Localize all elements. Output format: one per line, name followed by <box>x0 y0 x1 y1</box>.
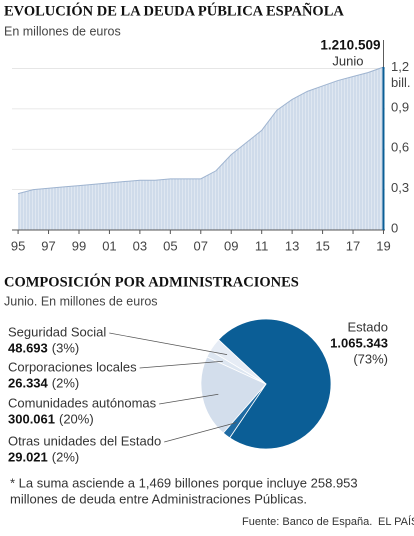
x-tick-label: 13 <box>285 238 299 253</box>
slice-label: Seguridad Social <box>8 324 106 339</box>
area-edge <box>17 66 384 195</box>
area-texture <box>18 67 384 230</box>
value-label: 26.334 <box>8 375 49 390</box>
x-tick-label: 11 <box>255 238 269 253</box>
source: Fuente: Banco de España. <box>242 516 372 528</box>
annotation-note: Junio <box>332 53 363 68</box>
chart-title: COMPOSICIÓN POR ADMINISTRACIONES <box>4 273 299 290</box>
percent-label: (20%) <box>59 411 94 426</box>
pie-slice <box>217 318 332 450</box>
value-label: 29.021 <box>8 449 48 464</box>
chart-subtitle: En millones de euros <box>4 24 121 38</box>
leader-line <box>139 360 223 369</box>
x-tick-label: 17 <box>346 238 360 253</box>
leader-line <box>164 422 237 443</box>
x-tick-label: 01 <box>102 238 116 253</box>
chart-subtitle: Junio. En millones de euros <box>4 294 158 308</box>
pie-slice <box>200 356 267 434</box>
footnote: * La suma asciende a 1,469 billones porq… <box>10 475 358 490</box>
x-tick-label: 19 <box>376 238 390 253</box>
credit: EL PAÍS <box>378 515 414 528</box>
x-tick-label: 97 <box>41 238 55 253</box>
percent-label: (2%) <box>52 449 79 464</box>
x-tick-label: 05 <box>163 238 177 253</box>
y-tick-label: 0,6 <box>391 140 409 155</box>
percent-label: (3%) <box>52 340 79 355</box>
x-tick-label: 99 <box>72 238 86 253</box>
leader-line <box>109 332 228 355</box>
slice-label: Otras unidades del Estado <box>8 433 161 448</box>
leader-line <box>159 393 219 405</box>
pie-slice <box>209 339 267 385</box>
x-tick-label: 03 <box>133 238 147 253</box>
x-tick-label: 07 <box>194 238 208 253</box>
x-tick-label: 09 <box>224 238 238 253</box>
value-label: 1.065.343 <box>330 335 388 350</box>
annotation: 1.210.509 <box>320 38 380 53</box>
y-tick-label: 1,2 <box>391 59 409 74</box>
value-label: 300.061 <box>8 411 55 426</box>
slice-label: Comunidades autónomas <box>8 395 157 410</box>
slice-label: Estado <box>348 319 388 334</box>
chart-title: EVOLUCIÓN DE LA DEUDA PÚBLICA ESPAÑOLA <box>4 1 344 19</box>
slice-label: Corporaciones locales <box>8 359 137 374</box>
y-tick-label: 0 <box>391 220 398 235</box>
x-tick-label: 15 <box>315 238 329 253</box>
value-label: 48.693 <box>8 340 48 355</box>
percent-label: (2%) <box>52 375 79 390</box>
y-tick-label: 0,3 <box>391 180 409 195</box>
percent-label: (73%) <box>353 351 388 366</box>
footnote: millones de deuda entre Administraciones… <box>10 491 307 506</box>
y-unit: bill. <box>391 75 411 90</box>
y-tick-label: 0,9 <box>391 99 409 114</box>
x-tick-label: 95 <box>11 238 25 253</box>
